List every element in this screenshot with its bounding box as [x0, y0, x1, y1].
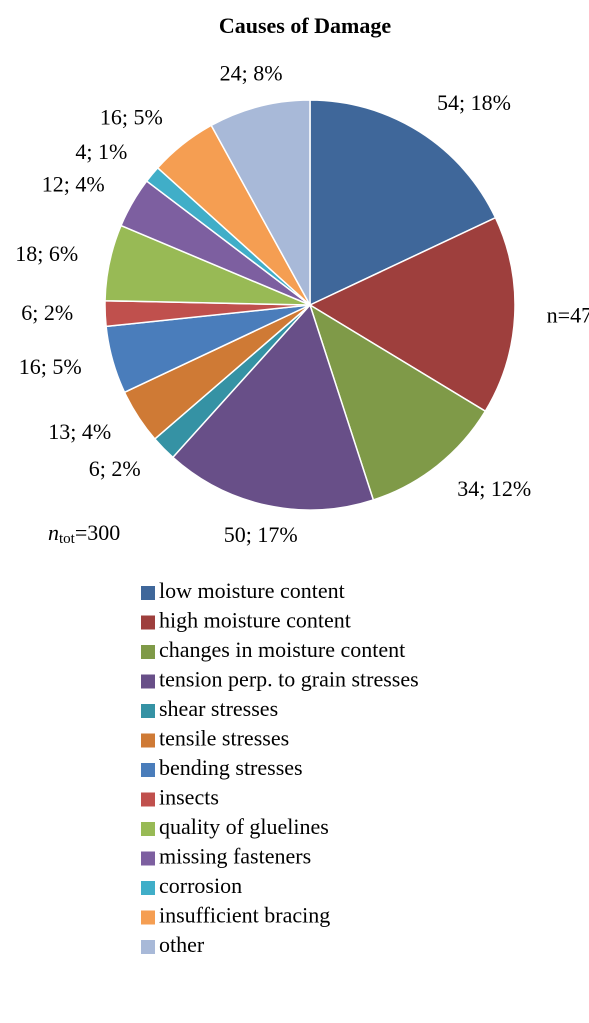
legend-label: shear stresses: [159, 696, 278, 721]
legend-label: corrosion: [159, 873, 242, 898]
pie-slice: [308, 303, 487, 501]
legend-swatch: [141, 940, 155, 954]
annotation-text: =300: [75, 520, 120, 545]
data-label: 54; 18%: [437, 90, 511, 115]
annotation-symbol: n: [48, 520, 59, 545]
annotation-subscript: tot: [59, 531, 76, 547]
legend-label: changes in moisture content: [159, 637, 405, 662]
data-label: 6; 2%: [89, 456, 141, 481]
data-label: 34; 12%: [457, 476, 531, 501]
data-label: 4; 1%: [75, 139, 127, 164]
legend-swatch: [141, 792, 155, 807]
legend-swatch: [141, 822, 155, 836]
legend-swatch: [141, 586, 155, 600]
pie-slice: [308, 216, 516, 413]
legend-swatch: [141, 615, 155, 630]
data-label: 6; 2%: [21, 300, 73, 325]
data-label: 24; 8%: [220, 60, 283, 85]
legend-swatch: [141, 763, 155, 777]
legend-label: bending stresses: [159, 755, 303, 780]
legend-label: quality of gluelines: [159, 814, 329, 839]
chart-title: Causes of Damage: [219, 13, 392, 38]
legend-swatch: [141, 910, 155, 925]
legend-label: tension perp. to grain stresses: [159, 667, 419, 692]
legend-label: insufficient bracing: [159, 903, 330, 928]
legend-label: high moisture content: [159, 608, 351, 633]
legend-label: low moisture content: [159, 578, 345, 603]
legend-label: insects: [159, 785, 219, 810]
legend-swatch: [141, 674, 155, 689]
data-label: 50; 17%: [224, 522, 298, 547]
legend-swatch: [141, 733, 155, 748]
annotation: ntot=300: [48, 520, 120, 547]
legend-swatch: [141, 645, 155, 659]
legend-label: other: [159, 932, 205, 957]
legend-swatch: [141, 881, 155, 895]
pie-slice: [210, 99, 311, 306]
pie-slice: [309, 99, 497, 307]
legend-swatch: [141, 851, 155, 866]
data-label: 16; 5%: [19, 354, 82, 379]
data-label: 18; 6%: [15, 241, 78, 266]
data-label: 13; 4%: [48, 419, 111, 444]
data-label: n=47; 16%: [547, 302, 589, 327]
legend-label: tensile stresses: [159, 726, 289, 751]
pie-slice: [171, 303, 375, 511]
data-label: 16; 5%: [100, 104, 163, 129]
legend-swatch: [141, 704, 155, 718]
legend-label: missing fasteners: [159, 844, 311, 869]
data-label: 12; 4%: [42, 172, 105, 197]
